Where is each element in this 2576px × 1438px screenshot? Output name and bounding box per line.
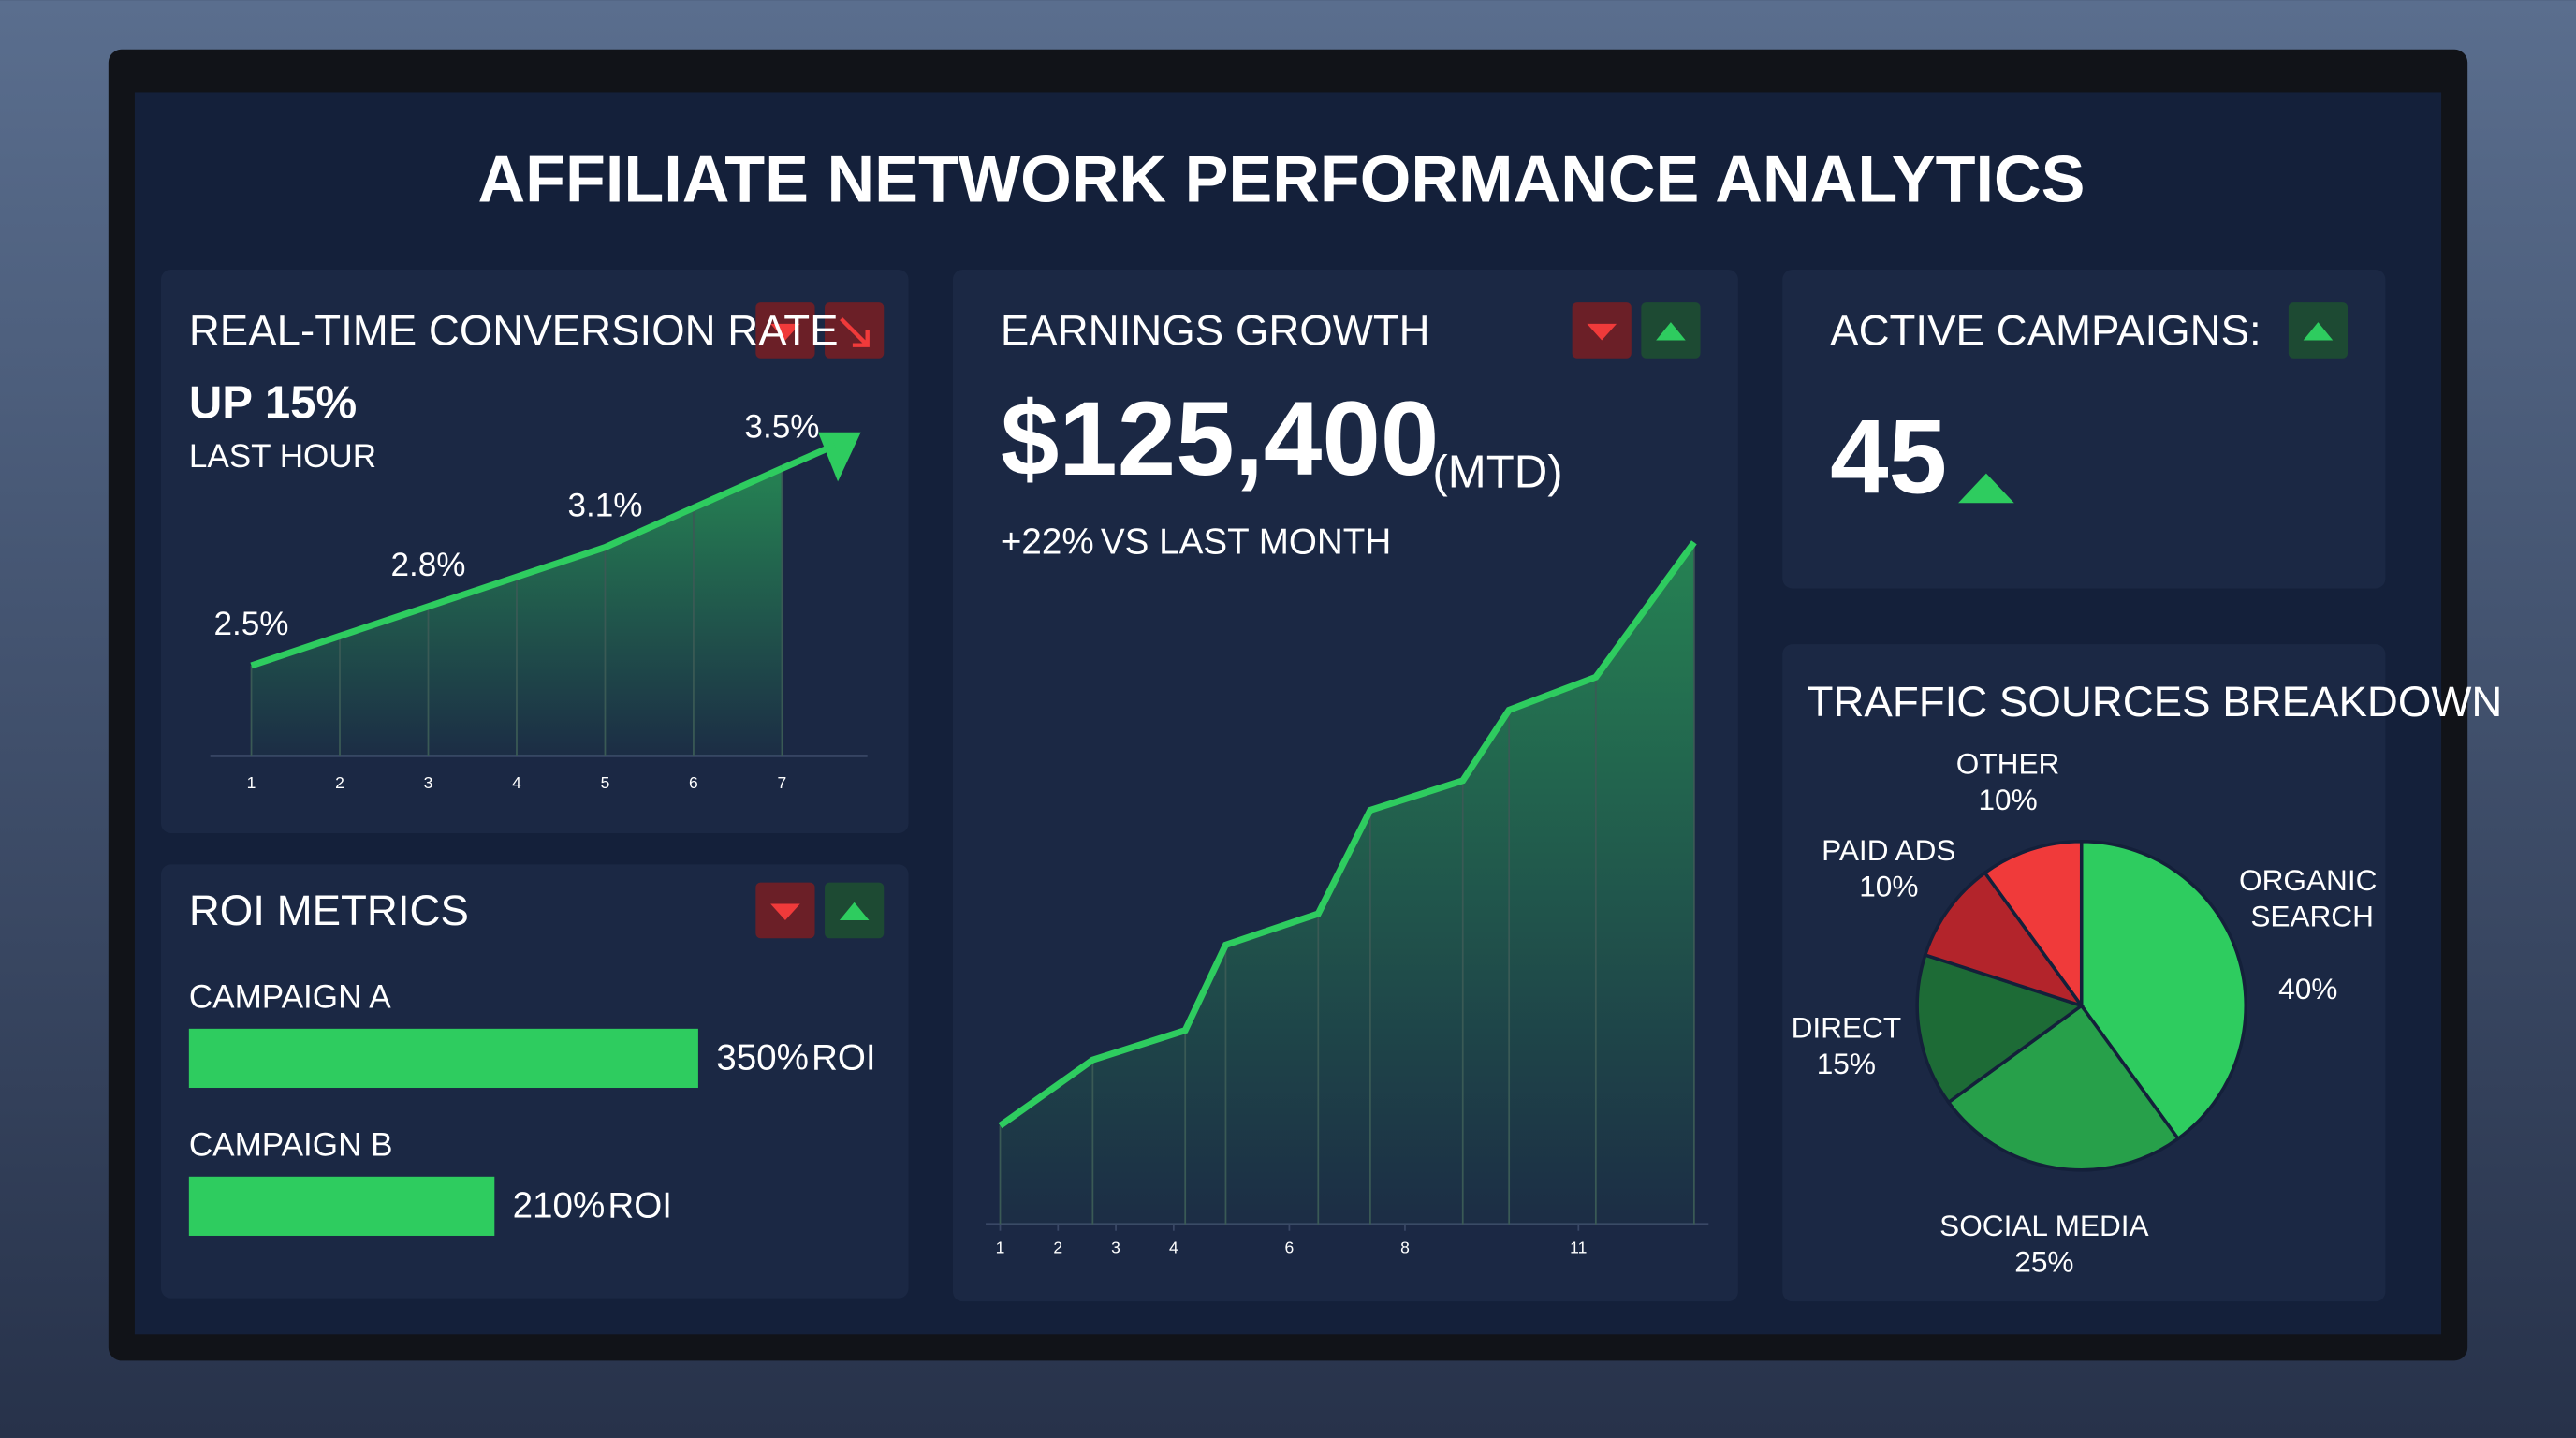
subheadline: LAST HOUR <box>189 438 376 475</box>
kpi-label: ACTIVE CAMPAIGNS: <box>1830 306 2261 354</box>
bar <box>188 1028 698 1089</box>
x-tick-label: 3 <box>424 773 433 792</box>
data-label: 2.8% <box>390 547 465 583</box>
slice-value-label: 10% <box>1978 783 2037 816</box>
x-tick-label: 8 <box>1400 1239 1410 1257</box>
button-up[interactable] <box>2288 302 2349 359</box>
x-tick-label: 4 <box>512 773 521 792</box>
line <box>250 465 783 669</box>
data-label: 2.5% <box>214 606 289 642</box>
slice-label: DIRECT <box>1792 1010 1902 1044</box>
pie-slice <box>2079 839 2247 1141</box>
x-tick-label: 1 <box>247 773 256 792</box>
data-label: 210% <box>513 1185 606 1225</box>
panel <box>1782 269 2386 589</box>
button-down[interactable] <box>755 882 815 939</box>
change-note: VS LAST MONTH <box>1101 521 1391 562</box>
slice-label: ORGANIC SEARCH <box>2239 863 2377 933</box>
pie-slice <box>1946 1003 2181 1172</box>
headline: UP 15% <box>189 378 357 429</box>
category-label: CAMPAIGN B <box>189 1126 393 1163</box>
area-fill <box>1000 542 1694 1225</box>
category-label: CAMPAIGN A <box>189 979 391 1016</box>
button-down[interactable] <box>1572 302 1632 359</box>
data-label: 3.1% <box>567 488 642 524</box>
slice-label: PAID ADS <box>1822 833 1955 867</box>
slice-value-label: 15% <box>1817 1047 1876 1080</box>
data-label: 3.5% <box>744 408 819 445</box>
button-trend-down[interactable] <box>825 302 885 359</box>
arrow-shaft <box>781 442 836 472</box>
data-label: 350% <box>716 1037 809 1078</box>
x-tick-label: 6 <box>1285 1239 1295 1257</box>
x-tick-label: 1 <box>996 1239 1005 1257</box>
x-tick-label: 7 <box>778 773 787 792</box>
x-tick-label: 2 <box>335 773 344 792</box>
slice-value-label: 40% <box>2278 972 2337 1005</box>
value-suffix: ROI <box>812 1037 876 1078</box>
pie-slice <box>1983 839 2084 1011</box>
panel-title: REAL-TIME CONVERSION RATE <box>189 306 839 354</box>
dashboard-title: AFFILIATE NETWORK PERFORMANCE ANALYTICS <box>478 141 2086 215</box>
value-suffix: ROI <box>607 1185 672 1225</box>
bar <box>188 1176 495 1236</box>
x-tick-label: 3 <box>1111 1239 1120 1257</box>
pie-slice <box>1915 952 2086 1105</box>
x-tick-label: 11 <box>1570 1239 1587 1257</box>
x-tick-label: 2 <box>1053 1239 1062 1257</box>
button-up[interactable] <box>1641 302 1701 359</box>
button-up[interactable] <box>825 882 885 939</box>
change: +22% <box>1001 521 1094 562</box>
button-down[interactable] <box>755 302 815 359</box>
headline: $125,400 <box>1001 379 1439 497</box>
headline-note: (MTD) <box>1432 447 1562 497</box>
slice-value-label: 10% <box>1859 870 1918 903</box>
kpi-up-icon <box>1958 473 2014 504</box>
panel-title: TRAFFIC SOURCES BREAKDOWN <box>1808 678 2503 726</box>
slice-value-label: 25% <box>2014 1245 2073 1279</box>
line <box>998 540 1697 1129</box>
panel-title: ROI METRICS <box>189 887 469 934</box>
kpi-value: 45 <box>1830 398 1947 516</box>
pie-slice <box>1923 870 2086 1009</box>
x-tick-label: 6 <box>689 773 698 792</box>
slice-label: OTHER <box>1956 747 2060 781</box>
panel-title: EARNINGS GROWTH <box>1001 306 1430 354</box>
x-tick-label: 5 <box>601 773 610 792</box>
slice-label: SOCIAL MEDIA <box>1939 1209 2148 1242</box>
x-tick-label: 4 <box>1169 1239 1178 1257</box>
